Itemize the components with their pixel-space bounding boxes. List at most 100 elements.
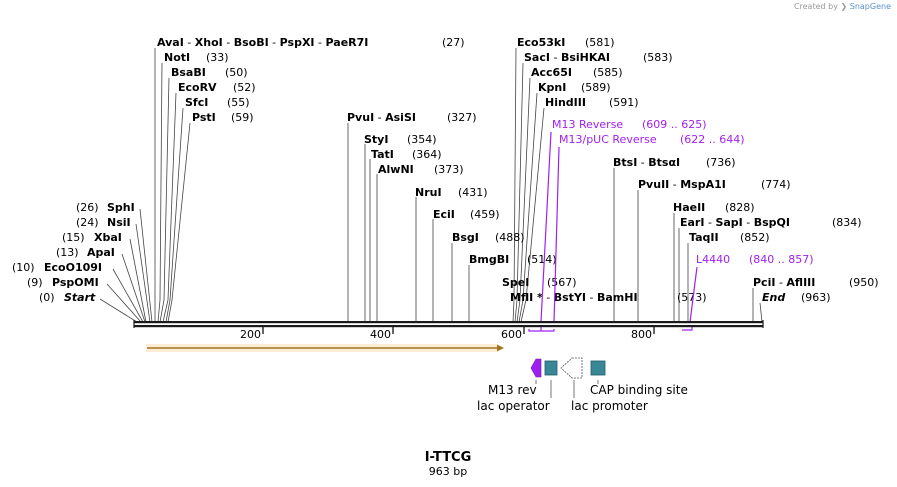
cut-site-lines: [154, 47, 763, 323]
left-site-labels: (26) SphI (24) NsiI (15) XbaI (13) ApaI …: [12, 201, 135, 304]
site-label-ecoo109i[interactable]: EcoO109I: [44, 261, 102, 274]
site-pos-saci: (583): [643, 51, 673, 64]
site-label-pcii[interactable]: PciI - AflIII: [753, 276, 815, 289]
site-label-ecii[interactable]: EciI: [433, 208, 455, 221]
site-label-sphi[interactable]: SphI: [107, 201, 135, 214]
primer-label-l4440[interactable]: L4440: [696, 253, 730, 266]
site-label-pspomi[interactable]: PspOMI: [52, 276, 99, 289]
snapgene-logo-icon: ❯: [840, 2, 848, 11]
site-pos-acc65i: (585): [593, 66, 623, 79]
primer-range-l4440: (840 .. 857): [749, 253, 814, 266]
primer-range-m13-puc-reverse: (622 .. 644): [680, 133, 745, 146]
site-pos-psti: (59): [231, 111, 254, 124]
site-pos-ecii: (459): [470, 208, 500, 221]
sequence-backbone: [133, 320, 764, 328]
site-pos-taqii: (852): [740, 231, 770, 244]
ruler: 200 400 600 800: [240, 327, 655, 341]
site-pos-eco53ki: (581): [585, 36, 615, 49]
top-site-labels: AvaI - XhoI - BsoBI - PspXI - PaeR7I (27…: [157, 36, 879, 304]
site-pos-avai-group: (27): [442, 36, 465, 49]
site-label-btsi[interactable]: BtsI - BtsαI: [613, 156, 680, 169]
site-pos-xbai: (15): [62, 231, 85, 244]
feature-glyphs: [530, 357, 606, 379]
site-label-nsii[interactable]: NsiI: [107, 216, 131, 229]
site-pos-eari: (834): [832, 216, 862, 229]
site-pos-btsi: (736): [706, 156, 736, 169]
site-pos-mfli: (573): [677, 291, 707, 304]
site-label-nrui[interactable]: NruI: [415, 186, 442, 199]
site-pos-apai: (13): [56, 246, 79, 259]
lac-operator-icon[interactable]: [544, 360, 558, 376]
site-pos-pspomi: (9): [27, 276, 43, 289]
site-label-start: Start: [64, 291, 96, 304]
site-label-styi[interactable]: StyI: [364, 133, 388, 146]
primer-label-m13-puc-reverse[interactable]: M13/pUC Reverse: [559, 133, 657, 146]
lac-promoter-icon[interactable]: [560, 357, 583, 379]
site-label-bmgbi[interactable]: BmgBI: [469, 253, 509, 266]
ruler-tick-200: 200: [240, 328, 261, 341]
site-pos-ecoo109i: (10): [12, 261, 35, 274]
site-pos-bmgbi: (514): [527, 253, 557, 266]
ruler-tick-600: 600: [501, 328, 522, 341]
m13-rev-primer-icon[interactable]: [530, 358, 542, 378]
site-pos-haeii: (828): [725, 201, 755, 214]
site-label-pvuii[interactable]: PvuII - MspA1I: [638, 178, 726, 191]
site-label-saci[interactable]: SacI - BsiHKAI: [524, 51, 610, 64]
feature-label-lac-promoter[interactable]: lac promoter: [571, 399, 648, 413]
feature-labels: M13 rev lac operator lac promoter CAP bi…: [477, 383, 688, 413]
site-pos-nrui: (431): [458, 186, 488, 199]
site-pos-styi: (354): [407, 133, 437, 146]
snapgene-credit: Created by ❯ SnapGene: [794, 2, 891, 11]
site-label-eco53ki[interactable]: Eco53kI: [517, 36, 565, 49]
site-label-hindiii[interactable]: HindIII: [545, 96, 586, 109]
site-pos-spei: (567): [547, 276, 577, 289]
site-label-bsabi[interactable]: BsaBI: [171, 66, 206, 79]
site-pos-bsgi: (488): [495, 231, 525, 244]
site-pos-hindiii: (591): [609, 96, 639, 109]
feature-label-lac-operator[interactable]: lac operator: [477, 399, 550, 413]
credit-prefix: Created by: [793, 2, 838, 11]
site-label-noti[interactable]: NotI: [164, 51, 190, 64]
feature-label-m13-rev[interactable]: M13 rev: [488, 383, 537, 397]
site-label-haeii[interactable]: HaeII: [673, 201, 705, 214]
ruler-tick-800: 800: [631, 328, 652, 341]
orf-arrow[interactable]: [146, 344, 504, 352]
site-label-avai-group[interactable]: AvaI - XhoI - BsoBI - PspXI - PaeR7I: [157, 36, 368, 49]
site-pos-ecorv: (52): [233, 81, 256, 94]
site-pos-start: (0): [39, 291, 55, 304]
site-pos-bsabi: (50): [225, 66, 248, 79]
site-label-apai[interactable]: ApaI: [87, 246, 115, 259]
site-label-tati[interactable]: TatI: [371, 148, 394, 161]
site-pos-pvuii: (774): [761, 178, 791, 191]
site-label-taqii[interactable]: TaqII: [689, 231, 719, 244]
sequence-title: I-TTCG 963 bp: [425, 450, 472, 478]
cap-binding-site-icon[interactable]: [590, 360, 606, 376]
site-label-sfci[interactable]: SfcI: [185, 96, 208, 109]
site-label-psti[interactable]: PstI: [192, 111, 216, 124]
site-pos-sfci: (55): [227, 96, 250, 109]
feature-label-cap-binding-site[interactable]: CAP binding site: [590, 383, 688, 397]
sequence-length: 963 bp: [429, 465, 467, 478]
primer-label-m13-reverse[interactable]: M13 Reverse: [552, 118, 623, 131]
site-label-alwni[interactable]: AlwNI: [378, 163, 414, 176]
primer-range-m13-reverse: (609 .. 625): [642, 118, 707, 131]
site-label-pvui[interactable]: PvuI - AsiSI: [347, 111, 416, 124]
site-label-end: End: [762, 291, 785, 304]
site-label-eari[interactable]: EarI - SapI - BspQI: [680, 216, 790, 229]
site-pos-tati: (364): [412, 148, 442, 161]
site-label-acc65i[interactable]: Acc65I: [531, 66, 572, 79]
site-label-mfli[interactable]: MflI * - BstYI - BamHI: [510, 291, 638, 304]
site-label-kpni[interactable]: KpnI: [538, 81, 566, 94]
site-label-bsgi[interactable]: BsgI: [452, 231, 479, 244]
ruler-tick-400: 400: [370, 328, 391, 341]
site-pos-alwni: (373): [434, 163, 464, 176]
credit-brand: SnapGene: [849, 2, 891, 11]
site-pos-nsii: (24): [76, 216, 99, 229]
site-pos-pcii: (950): [849, 276, 879, 289]
site-label-xbai[interactable]: XbaI: [94, 231, 122, 244]
site-label-spei[interactable]: SpeI: [502, 276, 529, 289]
site-pos-sphi: (26): [76, 201, 99, 214]
left-site-lines: [99, 208, 153, 323]
site-label-ecorv[interactable]: EcoRV: [178, 81, 217, 94]
